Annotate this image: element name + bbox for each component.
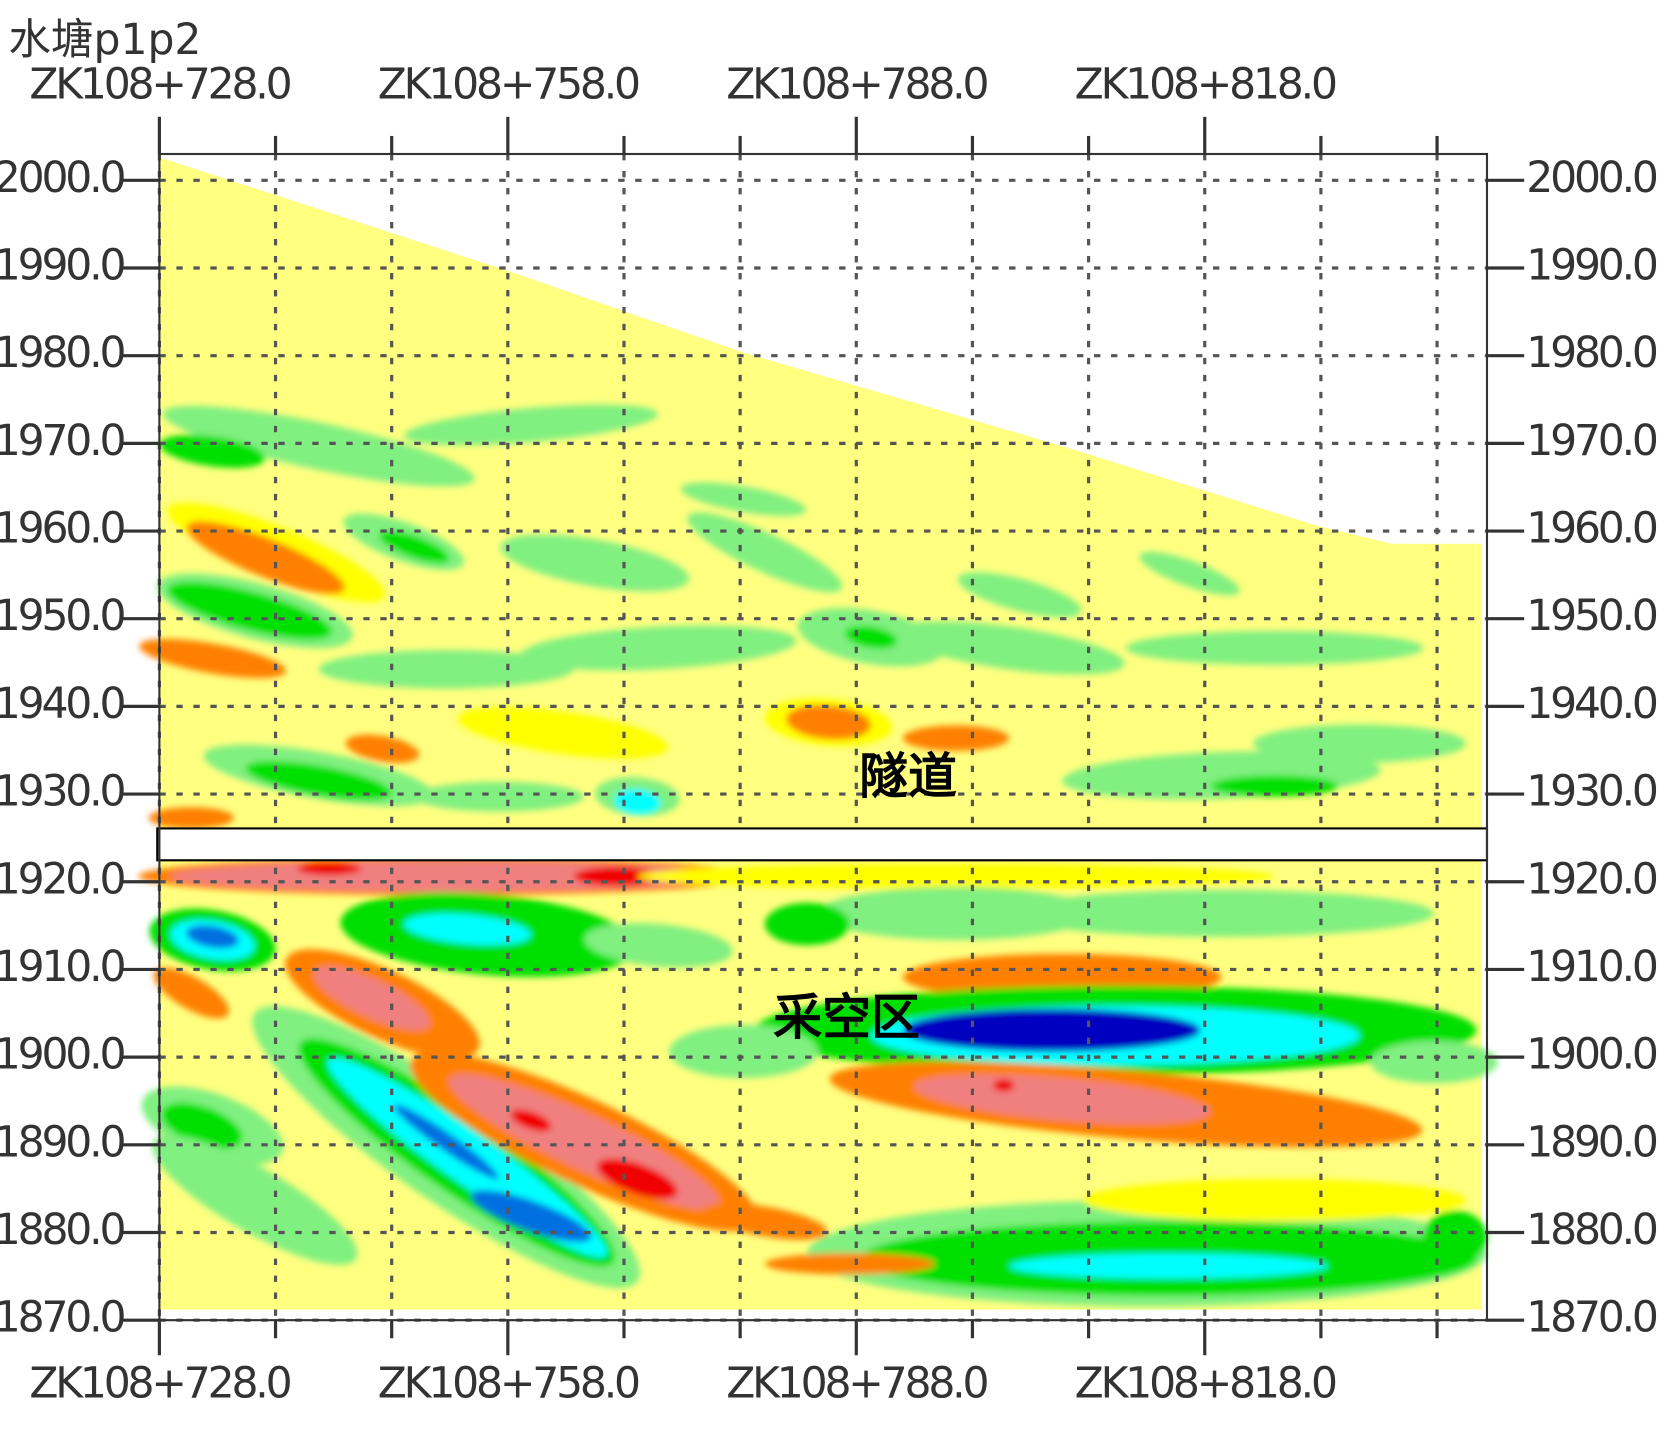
y-tick-label: 1930.0	[1526, 768, 1657, 817]
y-tick-label: 1870.0	[0, 1294, 124, 1343]
y-tick-label: 1950.0	[1526, 592, 1657, 641]
y-tick-label: 1930.0	[0, 768, 124, 817]
x-tick-label: ZK108+818.0	[1075, 61, 1336, 110]
y-tick-label: 1900.0	[0, 1031, 124, 1080]
annotation: 隧道	[859, 747, 957, 805]
y-tick-label: 1960.0	[0, 505, 124, 554]
y-tick-label: 1920.0	[1526, 855, 1657, 904]
x-tick-label: ZK108+758.0	[378, 61, 639, 110]
y-tick-label: 1940.0	[0, 680, 124, 729]
chart-title: 水塘p1p2	[9, 16, 202, 65]
section-image	[138, 157, 1498, 1310]
y-tick-label: 2000.0	[1526, 154, 1657, 203]
y-tick-label: 1900.0	[1526, 1031, 1657, 1080]
y-tick-label: 1870.0	[1526, 1294, 1657, 1343]
y-tick-label: 1950.0	[0, 592, 124, 641]
y-tick-label: 1910.0	[1526, 943, 1657, 992]
y-tick-label: 2000.0	[0, 154, 124, 203]
y-tick-label: 1890.0	[1526, 1118, 1657, 1167]
y-tick-label: 1910.0	[0, 943, 124, 992]
x-tick-label: ZK108+728.0	[29, 61, 290, 110]
y-tick-label: 1880.0	[0, 1206, 124, 1255]
y-tick-label: 1980.0	[0, 329, 124, 378]
y-tick-label: 1990.0	[0, 241, 124, 290]
x-tick-label: ZK108+758.0	[378, 1360, 639, 1409]
y-tick-label: 1980.0	[1526, 329, 1657, 378]
y-tick-label: 1960.0	[1526, 505, 1657, 554]
y-tick-label: 1890.0	[0, 1118, 124, 1167]
y-tick-label: 1970.0	[1526, 417, 1657, 466]
y-tick-label: 1940.0	[1526, 680, 1657, 729]
y-tick-label: 1970.0	[0, 417, 124, 466]
x-tick-label: ZK108+728.0	[29, 1360, 290, 1409]
x-tick-label: ZK108+818.0	[1075, 1360, 1336, 1409]
x-tick-label: ZK108+788.0	[726, 61, 987, 110]
y-tick-label: 1920.0	[0, 855, 124, 904]
annotation: 采空区	[773, 988, 920, 1046]
y-tick-label: 1880.0	[1526, 1206, 1657, 1255]
x-tick-label: ZK108+788.0	[726, 1360, 987, 1409]
tunnel-band	[156, 827, 1489, 862]
y-tick-label: 1990.0	[1526, 241, 1657, 290]
plot-frame	[158, 152, 1489, 1322]
